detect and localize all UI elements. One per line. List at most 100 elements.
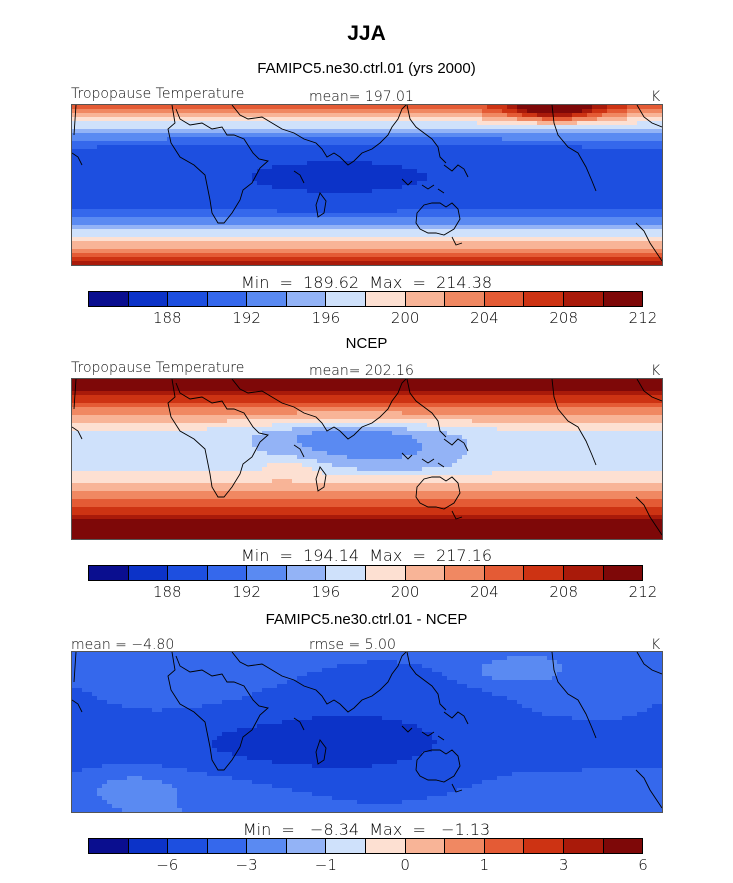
coastline	[415, 749, 461, 783]
colorbar-swatch	[128, 292, 169, 306]
colorbar-swatch	[603, 566, 643, 580]
colorbar-swatch	[405, 839, 446, 853]
colorbar-swatch	[247, 839, 287, 853]
colorbar-swatch	[326, 566, 367, 580]
colorbar-swatch	[366, 839, 406, 853]
panel-3-title: FAMIPC5.ne30.ctrl.01 - NCEP	[265, 611, 468, 628]
panel-2-mean-label: mean= 202.16	[309, 363, 414, 379]
coastline	[451, 783, 463, 793]
colorbar-tick-label: 200	[390, 309, 420, 327]
panel-3-minmax: Min = −8.34 Max = −1.13	[242, 820, 491, 839]
panel-2-title: NCEP	[345, 335, 388, 352]
colorbar-swatch	[207, 566, 248, 580]
colorbar-swatch	[484, 292, 525, 306]
colorbar-tick-label: 188	[152, 583, 182, 601]
colorbar-tick-label: 192	[232, 309, 261, 327]
panel-2-units-label: K	[651, 363, 661, 379]
coastline	[636, 379, 662, 402]
colorbar-swatch	[603, 839, 643, 853]
coastline	[401, 452, 445, 468]
colorbar-swatch	[603, 292, 643, 306]
panel-3-colorbar-ticks: −6 −3 −1 0 1 3 6	[0, 856, 733, 876]
coastline	[315, 192, 327, 218]
panel-1-minmax: Min = 189.62 Max = 214.38	[240, 273, 493, 292]
coastline	[72, 652, 83, 713]
coastline	[406, 379, 447, 438]
panel-3-map	[71, 651, 663, 813]
panel-1-colorbar-ticks: 188 192 196 200 204 208 212	[0, 309, 733, 329]
panel-3-rmse-label: rmse = 5.00	[309, 637, 396, 653]
coastline	[443, 164, 469, 178]
panel-1-title: FAMIPC5.ne30.ctrl.01 (yrs 2000)	[257, 60, 476, 77]
coastline	[635, 769, 662, 809]
colorbar-swatch	[524, 839, 564, 853]
coastline	[451, 236, 463, 246]
coastline	[315, 466, 327, 492]
colorbar-swatch	[286, 292, 327, 306]
panel-1-variable-label: Tropopause Temperature	[71, 86, 245, 102]
coastline	[635, 222, 662, 262]
colorbar-swatch	[247, 292, 287, 306]
coastline	[406, 105, 447, 164]
coastline	[401, 725, 445, 741]
colorbar-tick-label: 212	[628, 309, 658, 327]
colorbar-swatch	[445, 292, 485, 306]
coastline	[72, 105, 83, 166]
coastline	[293, 170, 305, 184]
colorbar-swatch	[128, 839, 169, 853]
colorbar-swatch	[484, 839, 525, 853]
colorbar-tick-label: 200	[390, 583, 420, 601]
colorbar-swatch	[524, 292, 564, 306]
colorbar-tick-label: −3	[235, 856, 258, 874]
coastline	[231, 379, 407, 440]
coastline	[636, 652, 662, 675]
panel-3-map-svg	[72, 652, 662, 812]
coastline	[551, 652, 597, 739]
colorbar-swatch	[89, 839, 129, 853]
colorbar-swatch	[168, 292, 208, 306]
colorbar-swatch	[366, 566, 406, 580]
colorbar-swatch	[89, 292, 129, 306]
colorbar-swatch	[524, 566, 564, 580]
colorbar-tick-label: 204	[470, 583, 499, 601]
colorbar-tick-label: 196	[311, 583, 341, 601]
colorbar-swatch	[405, 292, 446, 306]
coastline	[551, 379, 597, 466]
coastline	[401, 178, 445, 194]
colorbar-tick-label: −6	[156, 856, 179, 874]
coastline	[443, 438, 469, 452]
colorbar-tick-label: 208	[549, 583, 579, 601]
colorbar-swatch	[484, 566, 525, 580]
colorbar-swatch	[563, 566, 604, 580]
panel-2-minmax: Min = 194.14 Max = 217.16	[240, 546, 493, 565]
coastline	[231, 652, 407, 713]
panel-2-map	[71, 378, 663, 540]
colorbar-swatch	[168, 839, 208, 853]
colorbar-swatch	[286, 566, 327, 580]
figure-title: JJA	[347, 22, 386, 45]
colorbar-tick-label: 3	[558, 856, 569, 874]
coastline	[636, 105, 662, 128]
colorbar-tick-label: −1	[314, 856, 337, 874]
colorbar-tick-label: 212	[628, 583, 658, 601]
colorbar-swatch	[326, 292, 367, 306]
colorbar-swatch	[563, 292, 604, 306]
panel-3-units-label: K	[651, 637, 661, 653]
colorbar-swatch	[247, 566, 287, 580]
coastline	[415, 202, 461, 236]
colorbar-swatch	[445, 566, 485, 580]
coastline	[451, 510, 463, 520]
colorbar-swatch	[405, 566, 446, 580]
colorbar-swatch	[207, 839, 248, 853]
coastline	[231, 105, 407, 166]
coastline	[315, 739, 327, 765]
panel-2-variable-label: Tropopause Temperature	[71, 360, 245, 376]
colorbar-swatch	[326, 839, 367, 853]
coastline	[72, 379, 83, 440]
coastline	[293, 717, 305, 731]
colorbar-tick-label: 204	[470, 309, 499, 327]
coastline	[443, 711, 469, 725]
coastline	[415, 476, 461, 510]
colorbar-tick-label: 6	[638, 856, 648, 874]
colorbar-tick-label: 192	[232, 583, 261, 601]
